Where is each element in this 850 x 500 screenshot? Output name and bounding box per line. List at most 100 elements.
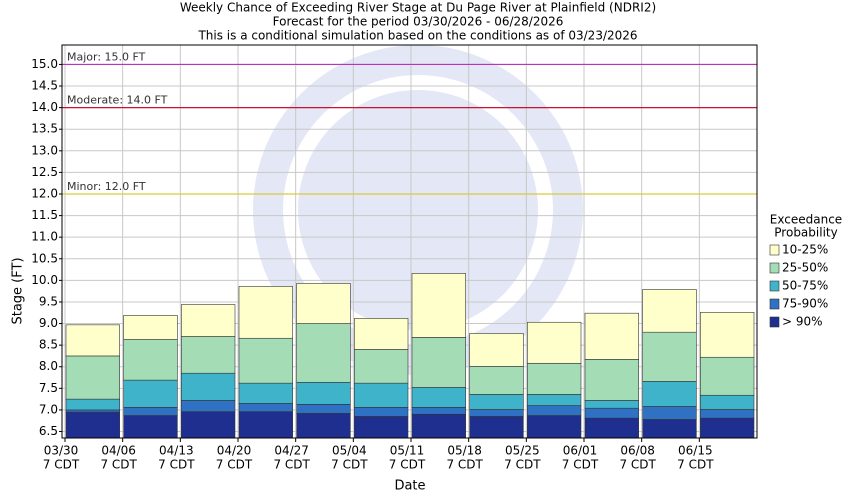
- bar-segment: [469, 416, 524, 439]
- bar-segment: [354, 349, 409, 384]
- x-tick-label: 05/25: [505, 444, 540, 458]
- bar-segment: [527, 405, 582, 416]
- y-tick-label: 10.0: [31, 273, 58, 287]
- x-tick-label: 05/11: [390, 444, 425, 458]
- bar-segment: [700, 417, 755, 439]
- chart-title: Weekly Chance of Exceeding River Stage a…: [180, 1, 656, 15]
- y-tick-label: 7.5: [39, 381, 58, 395]
- y-tick-label: 12.0: [31, 186, 58, 200]
- bar-segment: [123, 379, 178, 408]
- bar-segment: [411, 387, 466, 408]
- x-tick-label: 06/08: [620, 444, 655, 458]
- bar-segment: [296, 323, 351, 383]
- legend-label: 75-90%: [782, 297, 828, 311]
- bar-segment: [123, 315, 178, 340]
- y-tick-label: 14.5: [31, 79, 58, 93]
- bar-segment: [527, 415, 582, 439]
- bar-segment: [584, 312, 639, 360]
- plot-border: [61, 44, 758, 439]
- y-tick-label: 10.5: [31, 251, 58, 265]
- x-tick-label: 04/13: [159, 444, 194, 458]
- bar-segment: [238, 403, 293, 412]
- legend-title: Exceedance: [770, 213, 842, 227]
- bar-segment: [411, 273, 466, 338]
- x-tick-label: 06/15: [678, 444, 713, 458]
- chart-title: Forecast for the period 03/30/2026 - 06/…: [273, 15, 564, 29]
- bar-segment: [642, 331, 697, 382]
- x-tick-sublabel: 7 CDT: [677, 458, 714, 472]
- legend-label: 10-25%: [782, 243, 828, 257]
- bar-segment: [238, 286, 293, 339]
- x-tick-label: 05/04: [332, 444, 367, 458]
- bar-segment: [642, 406, 697, 420]
- bar-segment: [354, 318, 409, 350]
- bar-segment: [642, 289, 697, 333]
- bar-segment: [238, 411, 293, 439]
- legend-swatch: [769, 280, 780, 292]
- bar-segment: [181, 411, 236, 439]
- legend-label: > 90%: [782, 315, 823, 329]
- x-tick-sublabel: 7 CDT: [389, 458, 426, 472]
- bar-segment: [181, 372, 236, 401]
- legend-swatch: [769, 316, 780, 328]
- y-tick-label: 7.0: [39, 402, 58, 416]
- x-tick-sublabel: 7 CDT: [562, 458, 599, 472]
- y-tick-label: 8.0: [39, 359, 58, 373]
- x-axis-label: Date: [394, 479, 425, 494]
- x-tick-label: 06/01: [563, 444, 598, 458]
- threshold-label: Minor: 12.0 FT: [67, 180, 146, 193]
- bar-segment: [123, 407, 178, 416]
- y-tick-label: 11.0: [31, 230, 58, 244]
- legend-label: 50-75%: [782, 279, 828, 293]
- x-tick-label: 04/27: [274, 444, 309, 458]
- bar-segment: [527, 394, 582, 406]
- y-axis-label: Stage (FT): [11, 257, 26, 324]
- x-tick-sublabel: 7 CDT: [504, 458, 541, 472]
- bar-segment: [354, 382, 409, 408]
- bar-segment: [411, 407, 466, 415]
- x-tick-label: 04/06: [101, 444, 136, 458]
- y-tick-label: 15.0: [31, 57, 58, 71]
- x-tick-label: 03/30: [44, 444, 79, 458]
- bar-segment: [584, 359, 639, 401]
- legend-label: 25-50%: [782, 261, 828, 275]
- bar-segment: [411, 413, 466, 439]
- x-tick-sublabel: 7 CDT: [100, 458, 137, 472]
- bar-segment: [65, 411, 120, 439]
- bar-segment: [123, 339, 178, 381]
- bar-segment: [65, 398, 120, 411]
- x-tick-label: 04/20: [217, 444, 252, 458]
- bar-segment: [181, 400, 236, 412]
- threshold-label: Major: 15.0 FT: [67, 50, 146, 63]
- bar-segment: [527, 321, 582, 364]
- legend-swatch: [769, 244, 780, 256]
- legend-swatch: [769, 298, 780, 310]
- legend-title: Probability: [774, 226, 837, 240]
- bar-segment: [296, 404, 351, 414]
- y-tick-label: 6.5: [39, 424, 58, 438]
- bar-segment: [584, 400, 639, 409]
- threshold-label: Moderate: 14.0 FT: [67, 94, 168, 107]
- y-tick-label: 12.5: [31, 165, 58, 179]
- bar-segment: [642, 419, 697, 439]
- bar-segment: [469, 394, 524, 410]
- bar-segment: [411, 337, 466, 388]
- bar-segment: [469, 366, 524, 395]
- bar-segment: [65, 409, 120, 413]
- bar-segment: [296, 283, 351, 324]
- bar-segment: [584, 407, 639, 419]
- bar-segment: [65, 324, 120, 357]
- bar-segment: [642, 381, 697, 407]
- bar-segment: [469, 409, 524, 417]
- bar-segment: [123, 415, 178, 439]
- bar-segment: [700, 356, 755, 396]
- x-tick-label: 05/18: [447, 444, 482, 458]
- bar-segment: [238, 382, 293, 404]
- bar-segment: [354, 407, 409, 417]
- x-tick-sublabel: 7 CDT: [216, 458, 253, 472]
- bar-segment: [65, 355, 120, 400]
- y-tick-label: 9.5: [39, 294, 58, 308]
- x-tick-sublabel: 7 CDT: [619, 458, 656, 472]
- bar-segment: [238, 337, 293, 384]
